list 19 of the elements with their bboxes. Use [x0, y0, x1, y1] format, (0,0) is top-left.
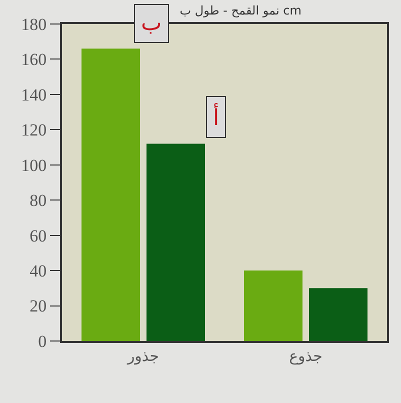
bar — [82, 48, 140, 341]
y-tick-label: 140 — [21, 85, 47, 104]
y-tick-label: 180 — [21, 14, 47, 34]
y-tick-label: 20 — [30, 296, 47, 316]
y-tick-label: 40 — [30, 262, 47, 281]
x-tick-label: جذوع — [289, 347, 322, 365]
y-tick-label: 80 — [30, 191, 47, 210]
series-label: أ — [213, 103, 220, 131]
bar — [146, 144, 205, 341]
chart-title: نمو القمح - طول ب cm — [180, 3, 302, 18]
y-tick-label: 120 — [21, 120, 47, 140]
y-tick-label: 100 — [21, 156, 47, 175]
y-tick-label: 60 — [30, 226, 47, 246]
y-tick-label: 160 — [21, 50, 47, 70]
bar — [309, 288, 368, 341]
x-tick-label: جذور — [126, 347, 160, 365]
series-label: ب — [141, 11, 162, 36]
y-tick-label: 0 — [38, 332, 47, 351]
bar — [244, 270, 302, 341]
